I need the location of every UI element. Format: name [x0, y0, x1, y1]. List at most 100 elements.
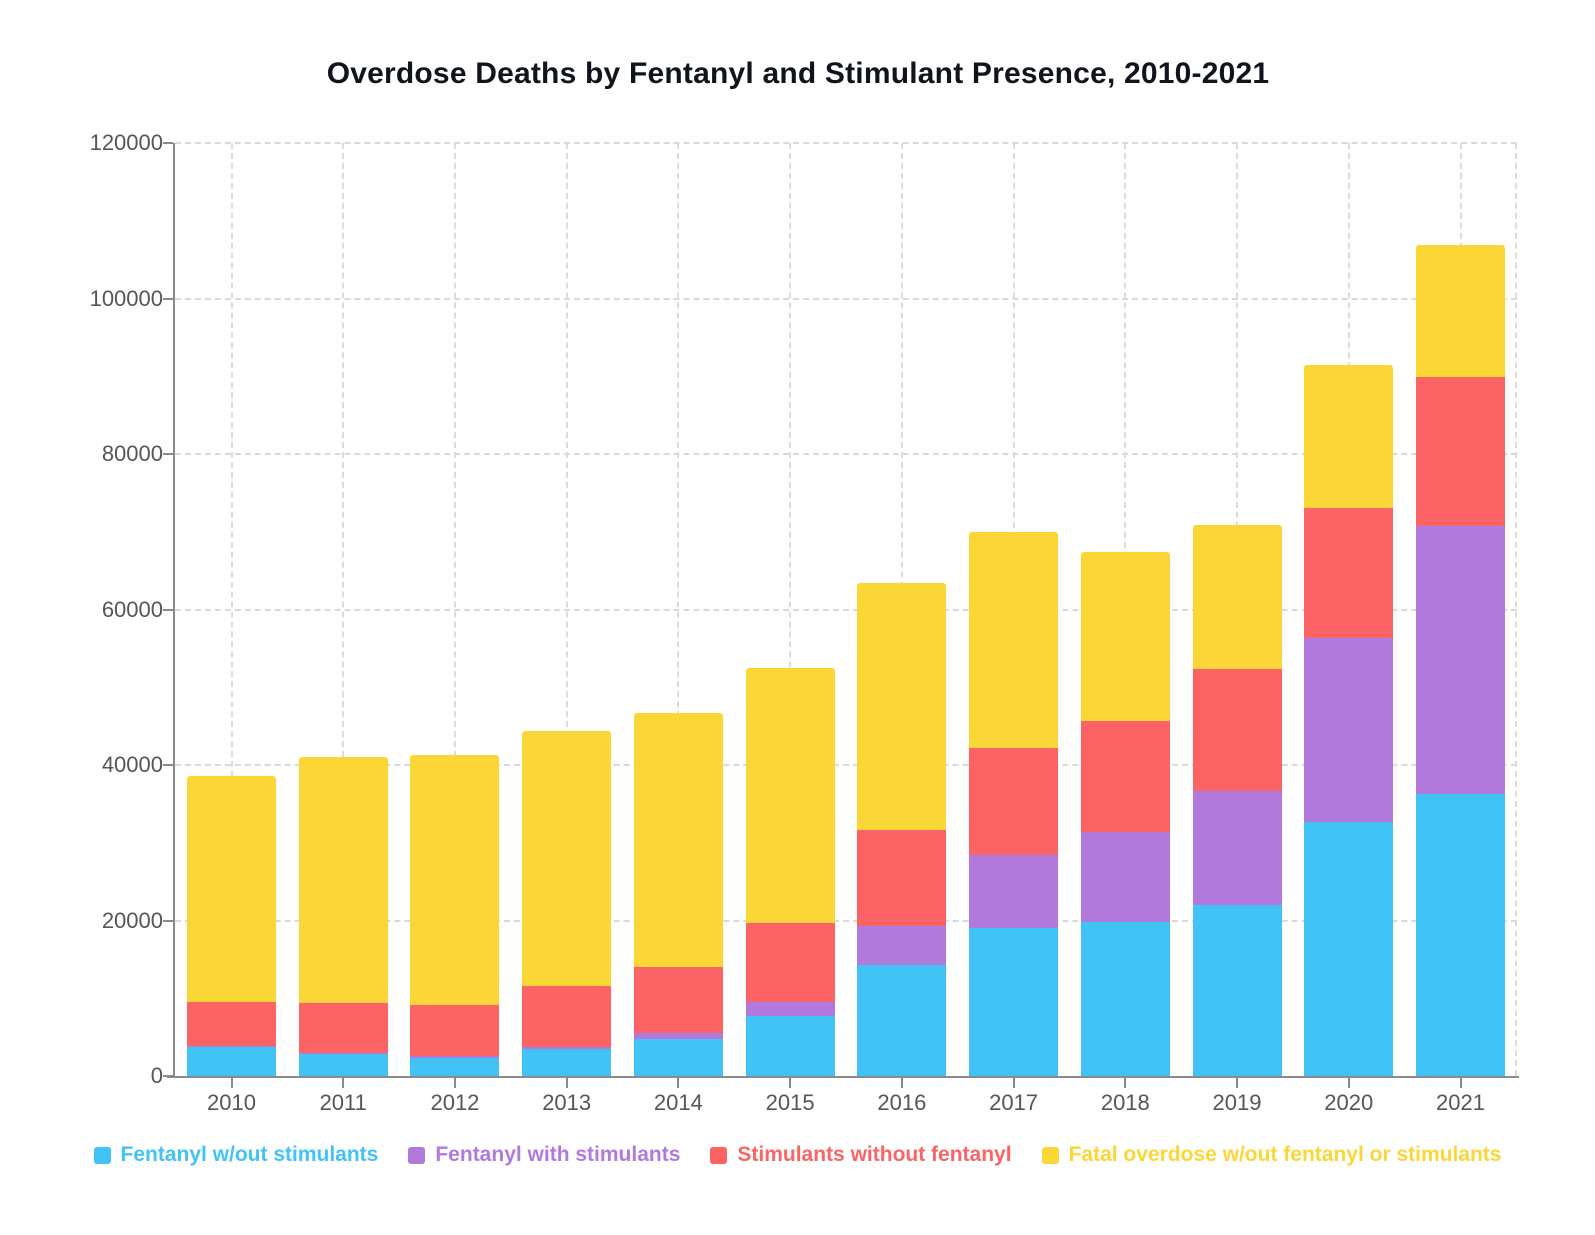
bar-segment-2011-yellow[interactable]: [298, 756, 388, 1004]
legend-label-blue: Fentanyl w/out stimulants: [120, 1143, 379, 1166]
bar-segment-2013-purple[interactable]: [522, 1047, 612, 1049]
legend-item-red[interactable]: Stimulants without fentanyl: [710, 1143, 1012, 1167]
x-tick-mark-2018: [1124, 1078, 1127, 1088]
bar-segment-2012-purple[interactable]: [410, 1056, 500, 1058]
x-tick-label-2018: 2018: [1100, 1090, 1150, 1115]
bar-segment-2020-yellow[interactable]: [1304, 365, 1394, 509]
bar-segment-2020-red[interactable]: [1304, 508, 1394, 638]
bar-segment-2017-yellow[interactable]: [969, 531, 1059, 749]
bar-2019: [1192, 524, 1282, 1076]
bar-2010: [187, 775, 276, 1076]
x-gridline-2014: [677, 143, 680, 1076]
bar-segment-2019-purple[interactable]: [1192, 791, 1282, 906]
legend-item-purple[interactable]: Fentanyl with stimulants: [408, 1143, 680, 1167]
bar-segment-2020-purple[interactable]: [1304, 637, 1394, 823]
y-gridline-100000: [175, 297, 1517, 300]
y-tick-label-100000: 100000: [89, 285, 163, 311]
bar-segment-2011-blue[interactable]: [298, 1054, 388, 1076]
bar-2012: [410, 755, 500, 1076]
bar-segment-2012-blue[interactable]: [410, 1057, 500, 1076]
bar-segment-2016-purple[interactable]: [857, 926, 947, 965]
bar-segment-2015-blue[interactable]: [745, 1015, 835, 1076]
bar-segment-2021-blue[interactable]: [1416, 793, 1505, 1076]
bar-segment-2016-red[interactable]: [857, 830, 947, 927]
legend-label-yellow: Fatal overdose w/out fentanyl or stimula…: [1068, 1143, 1502, 1166]
y-gridline-60000: [175, 608, 1517, 611]
bar-segment-2017-blue[interactable]: [969, 927, 1059, 1076]
x-tick-label-2011: 2011: [319, 1090, 367, 1115]
y-tick-label-60000: 60000: [101, 596, 163, 622]
x-tick-label-2014: 2014: [653, 1090, 703, 1115]
bar-segment-2011-purple[interactable]: [298, 1052, 388, 1055]
legend-swatch-blue-icon: [93, 1146, 111, 1164]
x-tick-mark-2013: [565, 1078, 568, 1088]
x-tick-label-2012: 2012: [430, 1090, 480, 1115]
x-gridline-2011: [342, 143, 345, 1076]
bar-segment-2021-purple[interactable]: [1416, 526, 1505, 794]
bar-segment-2014-blue[interactable]: [633, 1039, 723, 1076]
legend-swatch-red-icon: [710, 1146, 728, 1164]
bar-segment-2012-yellow[interactable]: [410, 755, 500, 1005]
plot-area: 0 20000 40000 60000 80000 100000 120000 2010 201…: [90, 130, 1519, 1115]
bar-segment-2019-blue[interactable]: [1192, 905, 1282, 1076]
bar-segment-2018-yellow[interactable]: [1080, 552, 1170, 721]
bar-segment-2013-yellow[interactable]: [522, 731, 612, 987]
x-tick-mark-2010: [230, 1078, 233, 1088]
bar-segment-2010-blue[interactable]: [187, 1046, 276, 1076]
bar-segment-2014-purple[interactable]: [633, 1032, 723, 1040]
bar-segment-2016-blue[interactable]: [857, 964, 947, 1076]
y-tick-mark-120000: [163, 142, 173, 144]
bar-segment-2011-red[interactable]: [298, 1003, 388, 1053]
bar-2015: [745, 668, 835, 1076]
bar-segment-2015-red[interactable]: [745, 922, 835, 1002]
bar-segment-2020-blue[interactable]: [1304, 822, 1394, 1076]
bar-segment-2021-red[interactable]: [1416, 377, 1505, 527]
y-tick-label-0: 0: [150, 1063, 163, 1088]
bar-segment-2016-yellow[interactable]: [857, 583, 947, 831]
bar-segment-2021-yellow[interactable]: [1416, 244, 1505, 378]
x-tick-mark-2019: [1236, 1078, 1239, 1088]
bar-segment-2018-blue[interactable]: [1080, 921, 1170, 1076]
x-tick-label-2013: 2013: [542, 1090, 592, 1115]
x-axis-line: [167, 1076, 1519, 1078]
bar-2020: [1304, 365, 1394, 1076]
legend-item-blue[interactable]: Fentanyl w/out stimulants: [93, 1143, 379, 1167]
legend-item-yellow[interactable]: Fatal overdose w/out fentanyl or stimula…: [1041, 1143, 1502, 1167]
x-tick-mark-2020: [1347, 1078, 1350, 1088]
y-tick-label-40000: 40000: [101, 752, 163, 777]
bar-segment-2014-red[interactable]: [633, 967, 723, 1033]
legend: Fentanyl w/out stimulants Fentanyl with s…: [0, 1143, 1595, 1167]
legend-swatch-yellow-icon: [1041, 1146, 1059, 1164]
bar-2021: [1416, 244, 1505, 1076]
bar-segment-2018-red[interactable]: [1080, 720, 1170, 833]
bar-segment-2012-red[interactable]: [410, 1004, 500, 1057]
y-tick-mark-60000: [163, 608, 173, 611]
x-gridline-2013: [565, 143, 568, 1076]
bar-segment-2010-purple[interactable]: [187, 1045, 276, 1047]
x-gridline-2012: [453, 143, 456, 1076]
y-gridline-80000: [175, 453, 1517, 455]
bar-segment-2010-red[interactable]: [187, 1001, 276, 1046]
bar-segment-2018-purple[interactable]: [1080, 832, 1170, 922]
bar-segment-2019-red[interactable]: [1192, 669, 1282, 792]
y-tick-label-20000: 20000: [101, 907, 163, 933]
legend-swatch-purple-icon: [408, 1146, 426, 1164]
x-tick-label-2019: 2019: [1212, 1090, 1262, 1115]
bar-segment-2013-red[interactable]: [522, 986, 612, 1048]
chart-title: Overdose Deaths by Fentanyl and Stimulan…: [326, 57, 1270, 90]
bar-segment-2015-yellow[interactable]: [745, 668, 835, 923]
y-tick-mark-0: [163, 1075, 173, 1077]
x-tick-label-2016: 2016: [877, 1090, 927, 1115]
x-gridline-2010: [230, 143, 233, 1076]
x-tick-label-2017: 2017: [989, 1090, 1039, 1115]
bar-segment-2014-yellow[interactable]: [633, 712, 723, 968]
bar-2014: [633, 712, 723, 1076]
bar-segment-2015-purple[interactable]: [745, 1001, 835, 1016]
bar-segment-2019-yellow[interactable]: [1192, 524, 1282, 670]
x-tick-label-2020: 2020: [1324, 1090, 1374, 1115]
bar-segment-2017-purple[interactable]: [969, 855, 1059, 928]
bar-segment-2013-blue[interactable]: [522, 1048, 612, 1076]
bar-segment-2017-red[interactable]: [969, 748, 1059, 856]
bar-segment-2010-yellow[interactable]: [187, 775, 276, 1002]
